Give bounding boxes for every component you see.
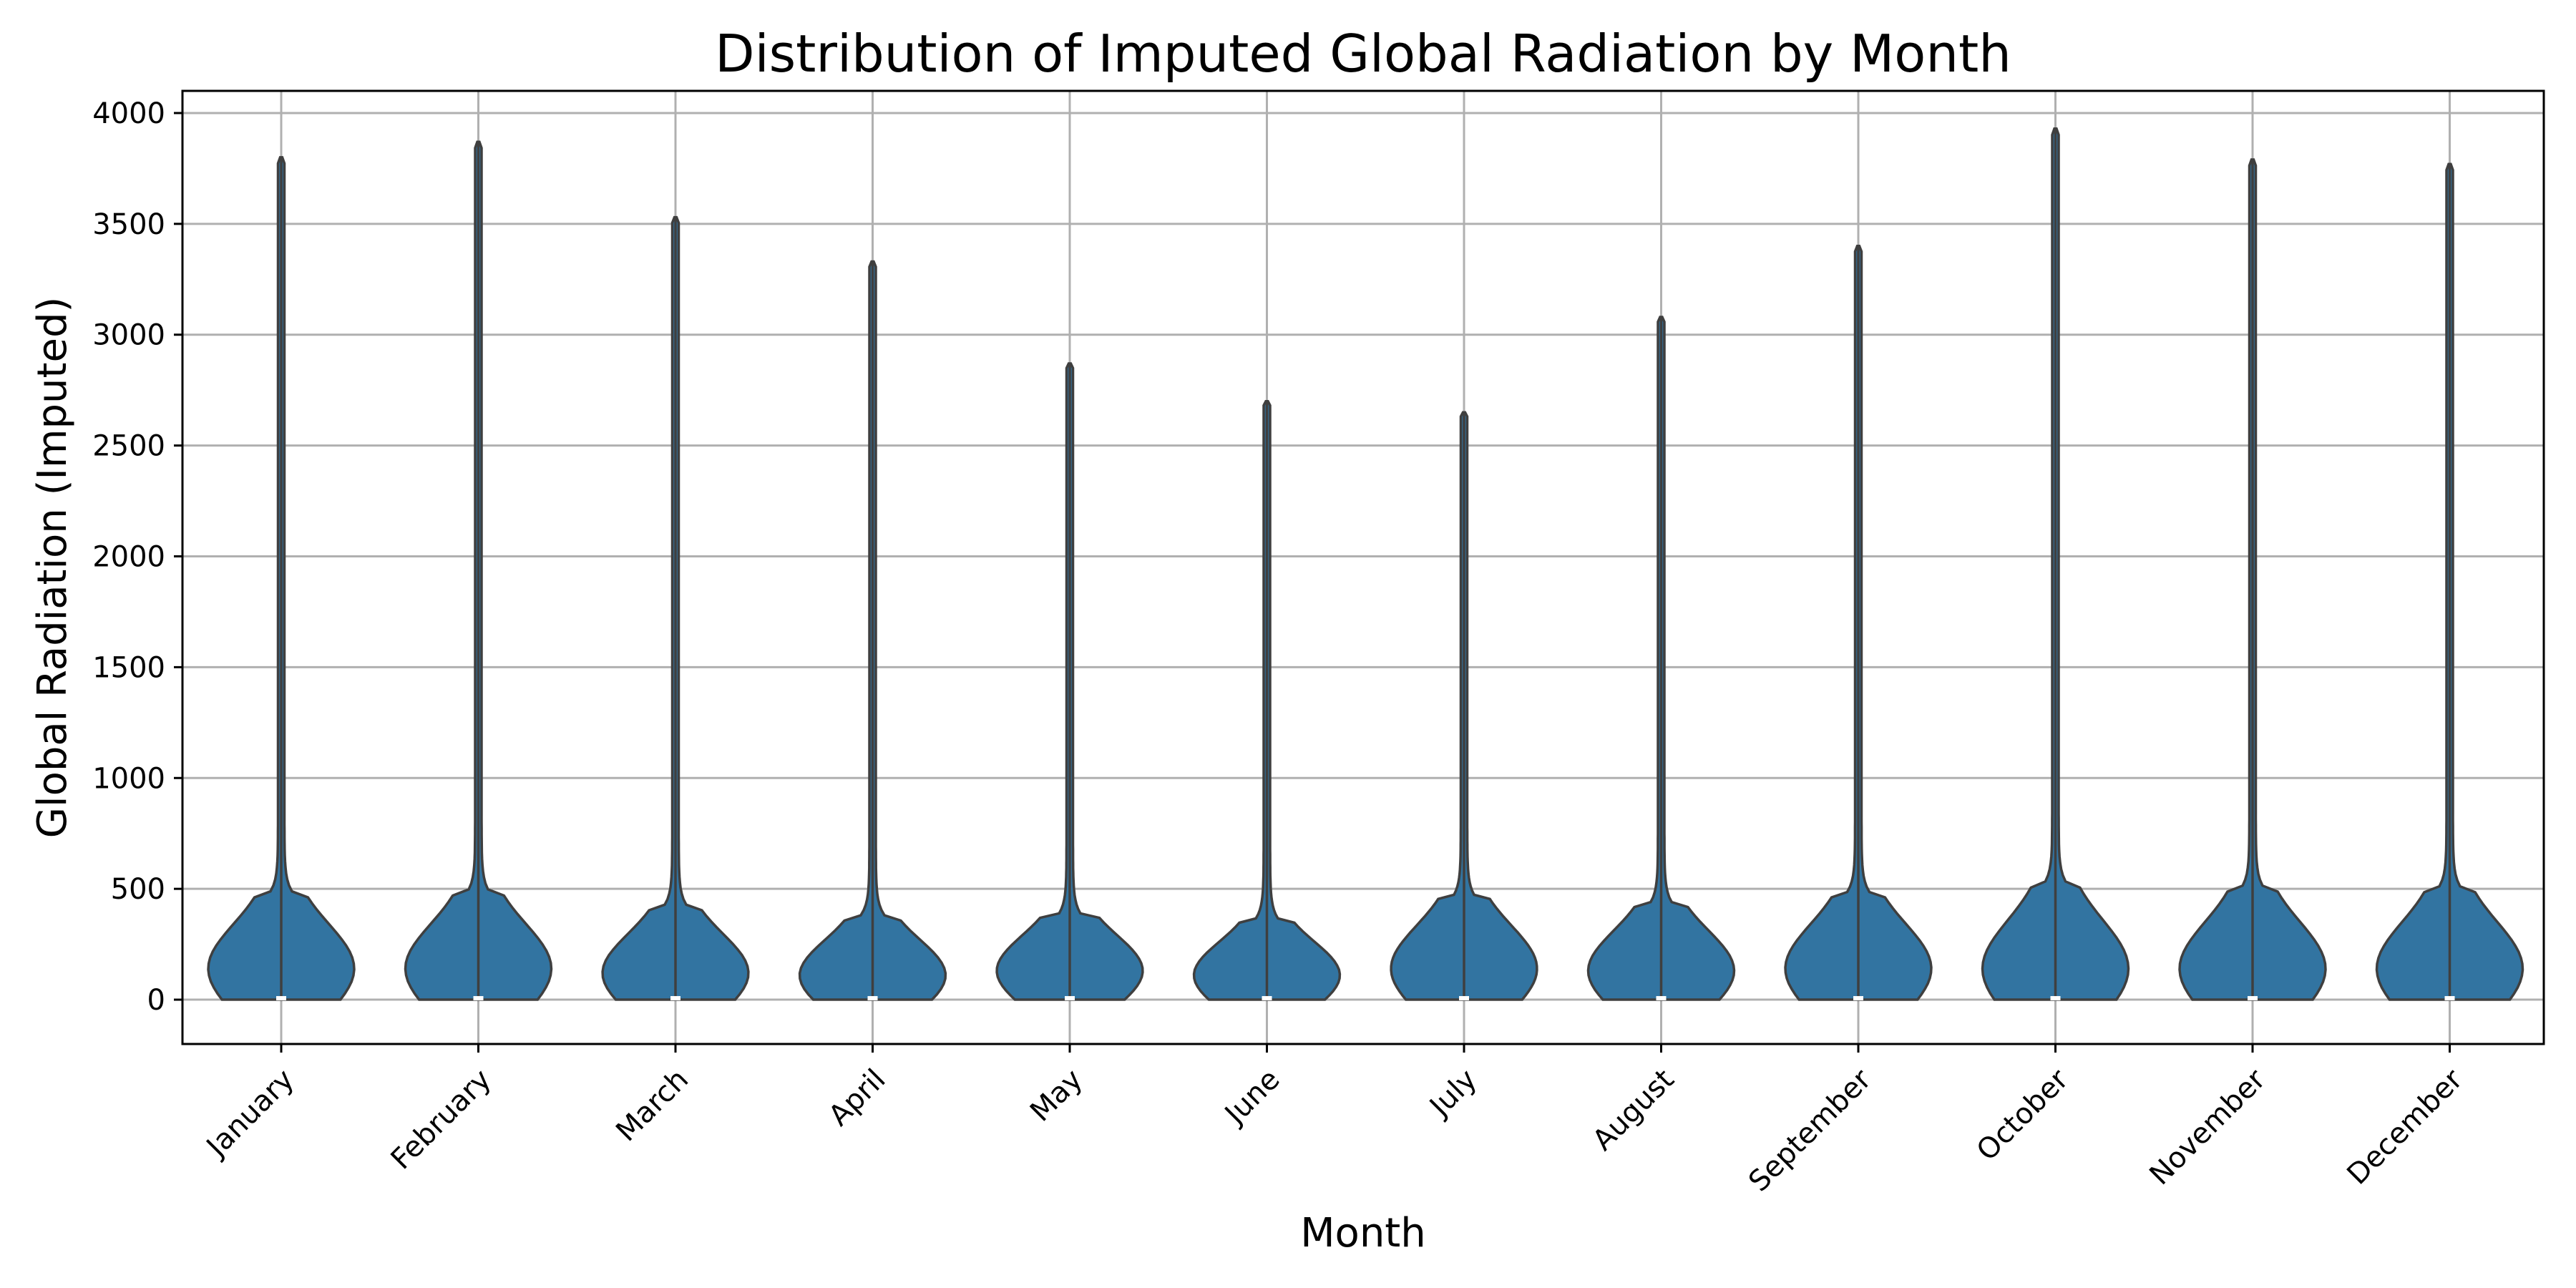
x-tick-label: October: [1971, 1063, 2075, 1167]
median-marker-june: [1262, 996, 1272, 1001]
median-marker-september: [1853, 996, 1863, 1001]
x-tick-label: May: [1024, 1063, 1089, 1128]
y-tick-label: 4000: [92, 97, 165, 130]
median-marker-march: [670, 996, 680, 1001]
x-tick-label: January: [199, 1063, 301, 1165]
y-tick-label: 0: [147, 984, 165, 1017]
median-marker-february: [473, 996, 484, 1001]
median-marker-august: [1656, 996, 1667, 1001]
x-tick-label: November: [2143, 1063, 2272, 1191]
x-axis-label: Month: [1300, 1210, 1426, 1257]
x-tick-label: February: [385, 1063, 498, 1176]
median-marker-july: [1459, 996, 1469, 1001]
y-tick-label: 2000: [92, 541, 165, 574]
x-tick-label: July: [1423, 1063, 1484, 1125]
x-tick-label: March: [610, 1063, 695, 1148]
median-marker-may: [1065, 996, 1075, 1001]
x-tick-label: December: [2341, 1063, 2469, 1191]
x-tick-label: April: [822, 1063, 892, 1133]
y-tick-label: 3500: [92, 208, 165, 241]
median-marker-april: [867, 996, 878, 1001]
x-tick-label: August: [1586, 1063, 1681, 1158]
x-tick-label: September: [1742, 1063, 1878, 1198]
x-axis-ticks: January February March April May June July Augu…: [199, 1044, 2469, 1198]
y-tick-label: 500: [111, 873, 165, 906]
grid-lines: [182, 91, 2544, 1044]
median-marker-october: [2050, 996, 2061, 1001]
median-marker-november: [2248, 996, 2258, 1001]
y-axis-label: Global Radiation (Imputed): [29, 297, 76, 839]
plot-frame: [181, 89, 2545, 1045]
y-axis-ticks: 0 500 1000 1500 2000 2500 3000 3500 4000: [92, 97, 182, 1017]
y-tick-label: 1000: [92, 762, 165, 795]
x-tick-label: June: [1217, 1063, 1286, 1132]
y-tick-label: 3000: [92, 319, 165, 352]
median-marker-december: [2444, 996, 2455, 1001]
chart-title: Distribution of Imputed Global Radiation…: [715, 24, 2011, 84]
median-marker-january: [276, 996, 286, 1001]
violin-series: [207, 127, 2524, 1001]
y-tick-label: 2500: [92, 430, 165, 463]
y-tick-label: 1500: [92, 651, 165, 684]
